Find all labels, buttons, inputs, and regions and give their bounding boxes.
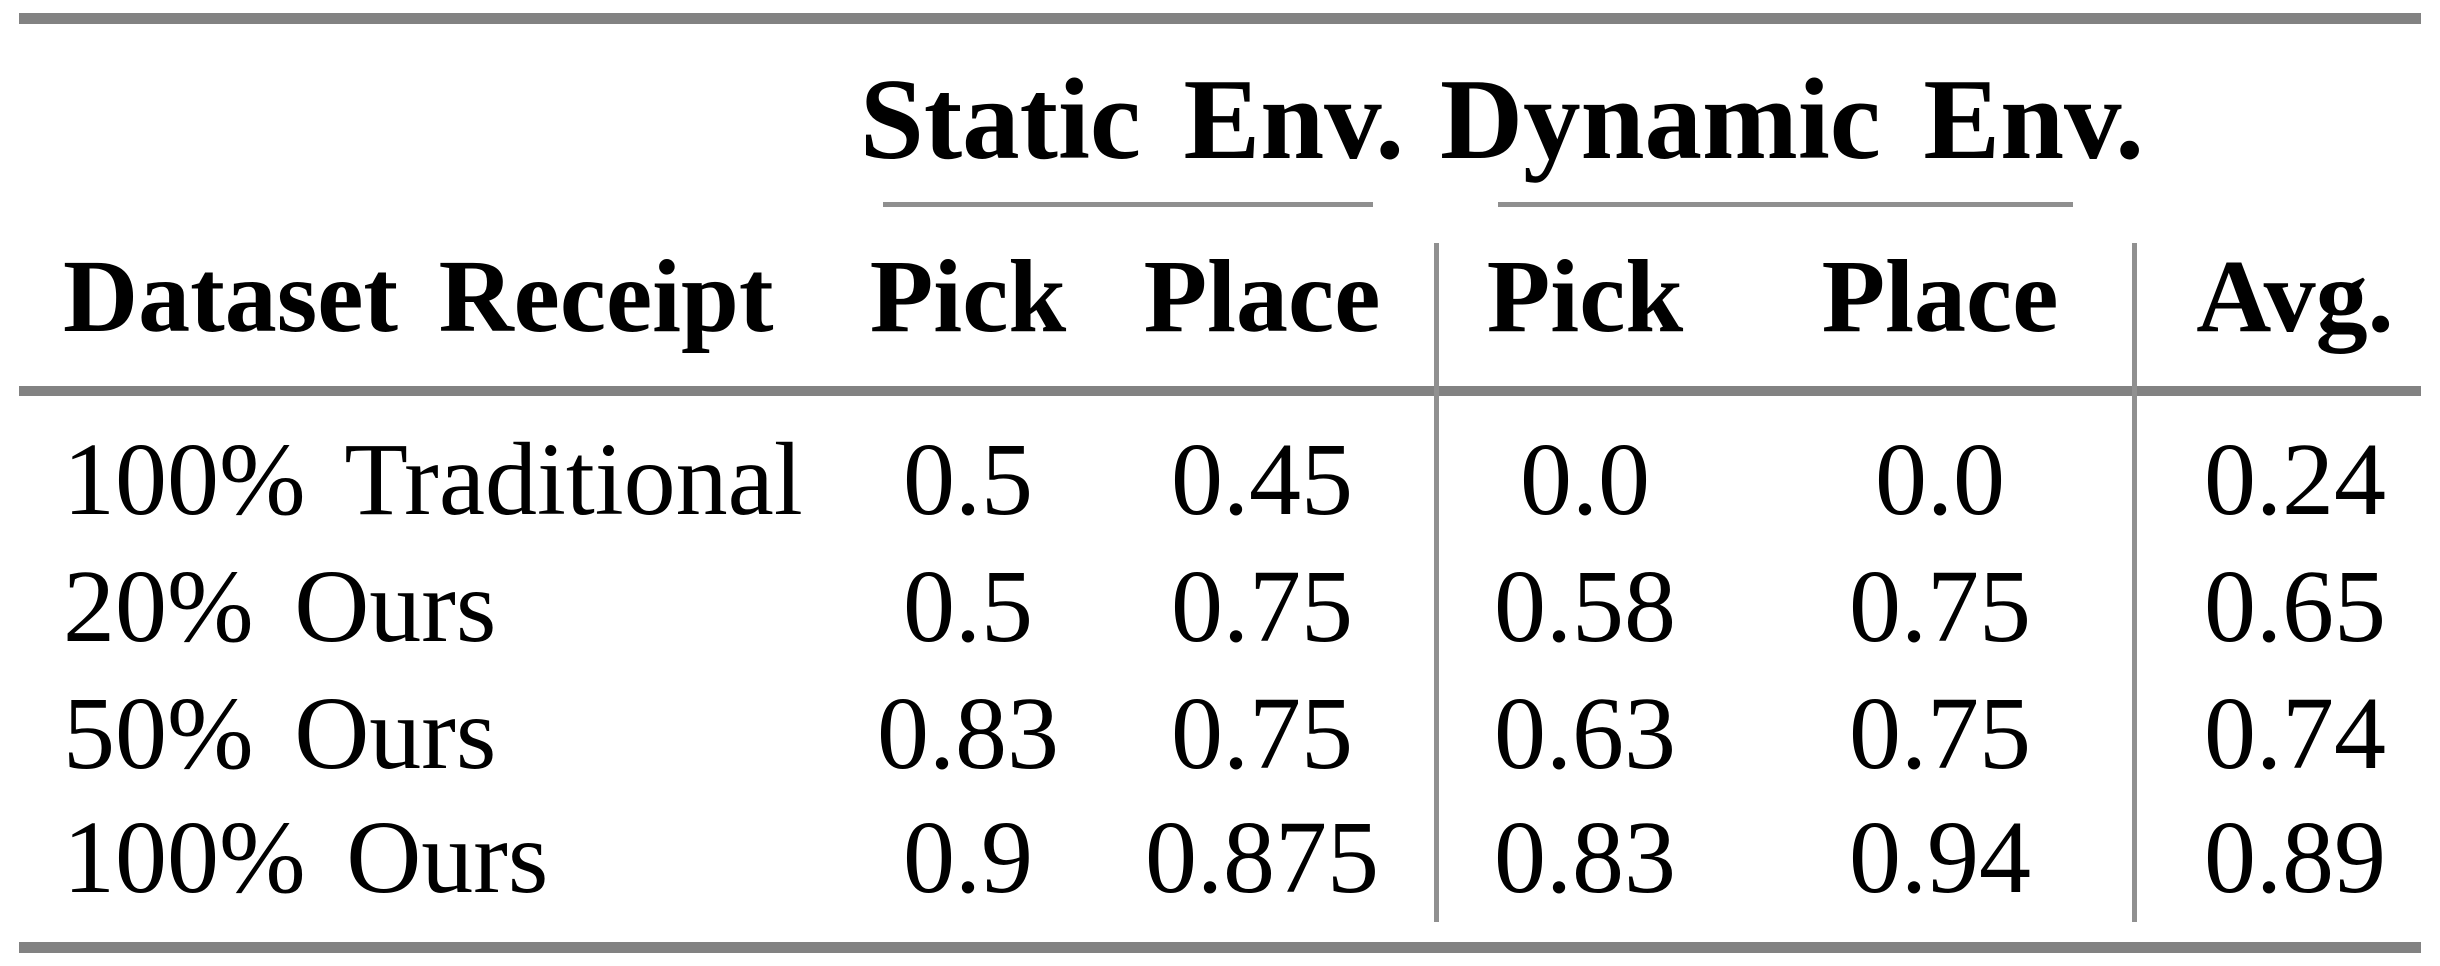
column-header-dynamic-pick: Pick [1486,239,1684,354]
column-header-dynamic-place: Place [1821,239,2059,354]
group-header-static-env: Static Env. [859,56,1405,183]
cell-static-place: 0.75 [1171,549,1353,664]
cell-dynamic-place: 0.0 [1875,422,2005,537]
cell-static-pick: 0.5 [903,422,1033,537]
cell-avg: 0.65 [2204,549,2386,664]
column-header-row: Dataset Receipt Pick Place Pick Place Av… [0,242,2440,352]
static-env-underline [883,202,1373,207]
row-label: 20% Ours [63,549,497,664]
column-header-dataset-receipt: Dataset Receipt [63,239,774,354]
cell-dynamic-place: 0.75 [1849,676,2031,791]
cell-avg: 0.89 [2204,800,2386,915]
row-label: 100% Traditional [63,422,803,537]
top-rule [19,13,2421,24]
bottom-rule [19,942,2421,953]
vertical-rule-avg [2132,243,2137,922]
cell-static-place: 0.875 [1145,800,1379,915]
table-row: 100% Ours 0.9 0.875 0.83 0.94 0.89 [0,803,2440,913]
table-row: 20% Ours 0.5 0.75 0.58 0.75 0.65 [0,552,2440,662]
header-separator-rule [19,386,2421,396]
cell-dynamic-pick: 0.58 [1494,549,1676,664]
column-header-avg: Avg. [2196,239,2394,354]
vertical-rule-static-dynamic [1434,243,1439,922]
row-label: 50% Ours [63,676,497,791]
cell-avg: 0.74 [2204,676,2386,791]
row-label: 100% Ours [63,800,549,915]
cell-dynamic-pick: 0.63 [1494,676,1676,791]
table-row: 50% Ours 0.83 0.75 0.63 0.75 0.74 [0,679,2440,789]
cell-dynamic-place: 0.75 [1849,549,2031,664]
cell-dynamic-pick: 0.0 [1520,422,1650,537]
table-row: 100% Traditional 0.5 0.45 0.0 0.0 0.24 [0,425,2440,535]
group-header-dynamic-env: Dynamic Env. [1440,56,2144,183]
cell-static-place: 0.45 [1171,422,1353,537]
column-header-static-place: Place [1143,239,1381,354]
cell-static-pick: 0.5 [903,549,1033,664]
column-header-static-pick: Pick [869,239,1067,354]
cell-static-place: 0.75 [1171,676,1353,791]
cell-dynamic-pick: 0.83 [1494,800,1676,915]
cell-dynamic-place: 0.94 [1849,800,2031,915]
cell-static-pick: 0.83 [877,676,1059,791]
cell-static-pick: 0.9 [903,800,1033,915]
dynamic-env-underline [1498,202,2073,207]
cell-avg: 0.24 [2204,422,2386,537]
